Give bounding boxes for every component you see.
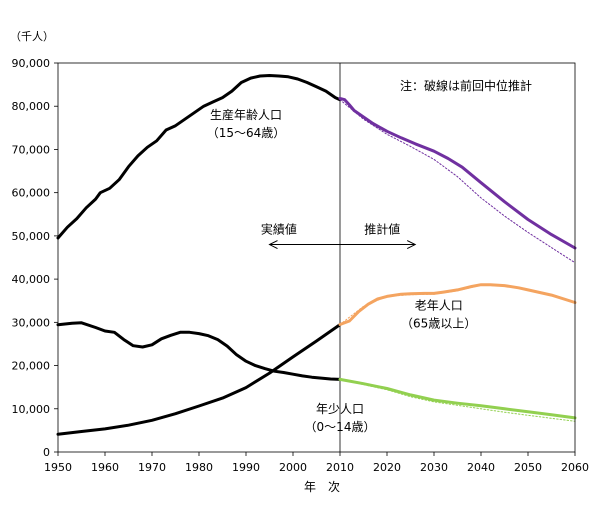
x-tick-label: 1990 [232,461,260,474]
series-line-projected-生産年齢人口推計 [338,96,577,250]
series-line-previous-年少人口前回推計 [339,378,576,422]
note-text: 注：破線は前回中位推計 [400,78,532,93]
x-tick-label: 1970 [138,461,166,474]
series-line-previous-老年人口前回推計 [339,284,576,325]
x-tick-label: 1950 [44,461,72,474]
projected-values-label: 推計値 [364,222,400,237]
arrow-head-right [406,240,417,249]
y-tick-label: 90,000 [12,57,51,70]
x-tick-label: 2010 [326,461,354,474]
x-tick-label: 1980 [185,461,213,474]
x-tick-label: 2020 [373,461,401,474]
y-tick-label: 0 [43,446,50,459]
series-line-actual-年少人口 [56,321,342,381]
series-label: 老年人口 [415,298,463,312]
y-tick-label: 40,000 [12,273,51,286]
x-tick-label: 2030 [420,461,448,474]
series-sublabel: （0～14歳） [305,420,376,434]
actual-values-label: 実績値 [261,222,297,237]
y-tick-label: 20,000 [12,360,51,373]
series-line-actual-生産年齢人口 [56,74,342,240]
x-tick-label: 2060 [561,461,589,474]
plot-frame [57,62,576,453]
series-label: 生産年齢人口 [210,107,282,122]
y-tick-label: 30,000 [12,316,51,329]
series-line-previous-生産年齢人口前回推計 [339,99,576,264]
y-tick-label: 60,000 [12,187,51,200]
series-line-actual-老年人口 [56,323,342,436]
x-tick-label: 2050 [514,461,542,474]
y-tick-label: 80,000 [12,100,51,113]
y-tick-label: 70,000 [12,143,51,156]
series-line-projected-年少人口推計 [338,377,577,420]
y-tick-label: 50,000 [12,230,51,243]
series-label: 年少人口 [316,402,364,416]
y-tick-label: 10,000 [12,403,51,416]
series-sublabel: （65歳以上） [401,316,476,330]
x-tick-label: 2040 [467,461,495,474]
series-sublabel: （15～64歳） [207,126,286,140]
y-unit-label: （千人） [10,30,54,43]
x-tick-label: 2000 [279,461,307,474]
x-axis-title: 年 次 [304,480,340,494]
x-tick-label: 1960 [91,461,119,474]
arrow-head-left [268,240,278,249]
